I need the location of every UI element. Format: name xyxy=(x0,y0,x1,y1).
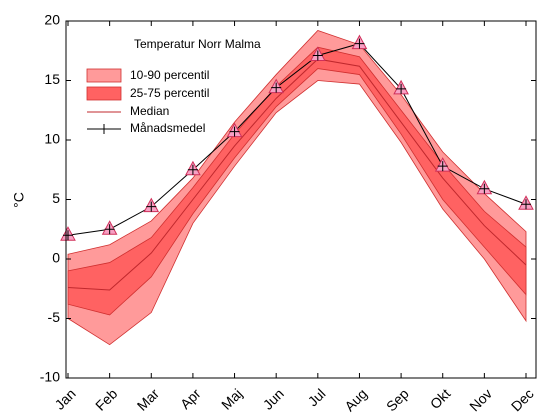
legend-label: 25-75 percentil xyxy=(130,86,209,100)
mean-line xyxy=(67,43,527,236)
legend-label: Median xyxy=(130,104,169,118)
y-tick-label: -10 xyxy=(40,369,60,385)
y-axis-label: °C xyxy=(11,192,27,208)
plus-marker xyxy=(271,82,282,93)
x-tick-label: Jan xyxy=(51,385,78,412)
x-tick-label: Sep xyxy=(383,385,412,414)
plus-marker xyxy=(396,83,407,94)
legend-marker xyxy=(99,124,109,134)
median-line xyxy=(67,58,527,291)
y-tick-label: 0 xyxy=(52,250,60,266)
y-tick-label: 20 xyxy=(44,12,60,28)
x-tick-label: Maj xyxy=(218,385,245,412)
y-tick-label: 5 xyxy=(52,190,60,206)
x-tick-label: Dec xyxy=(508,385,537,414)
plus-marker xyxy=(104,224,115,235)
plus-marker xyxy=(146,201,157,212)
plus-marker xyxy=(437,161,448,172)
plus-marker xyxy=(479,183,490,194)
x-tick-label: Jun xyxy=(260,385,287,412)
legend-swatch xyxy=(86,86,122,101)
y-tick-label: -5 xyxy=(48,309,61,325)
plus-marker xyxy=(354,38,365,49)
x-tick-label: Apr xyxy=(177,385,204,412)
legend-label: 10-90 percentil xyxy=(130,68,209,82)
x-tick-label: Mar xyxy=(134,385,163,414)
x-tick-label: Aug xyxy=(341,385,370,414)
x-tick-label: Jul xyxy=(305,385,329,409)
plus-marker xyxy=(312,50,323,61)
x-tick-label: Feb xyxy=(92,385,121,414)
plus-marker xyxy=(229,126,240,137)
x-tick-label: Okt xyxy=(427,385,454,412)
plus-marker xyxy=(63,230,73,241)
plus-marker xyxy=(521,199,531,210)
legend-swatch xyxy=(86,68,122,83)
legend-label: Månadsmedel xyxy=(130,121,205,135)
y-tick-label: 10 xyxy=(44,131,60,147)
y-tick-label: 15 xyxy=(44,71,60,87)
plus-marker xyxy=(187,164,198,175)
x-tick-label: Nov xyxy=(466,385,495,414)
legend-title: Temperatur Norr Malma xyxy=(134,37,261,51)
